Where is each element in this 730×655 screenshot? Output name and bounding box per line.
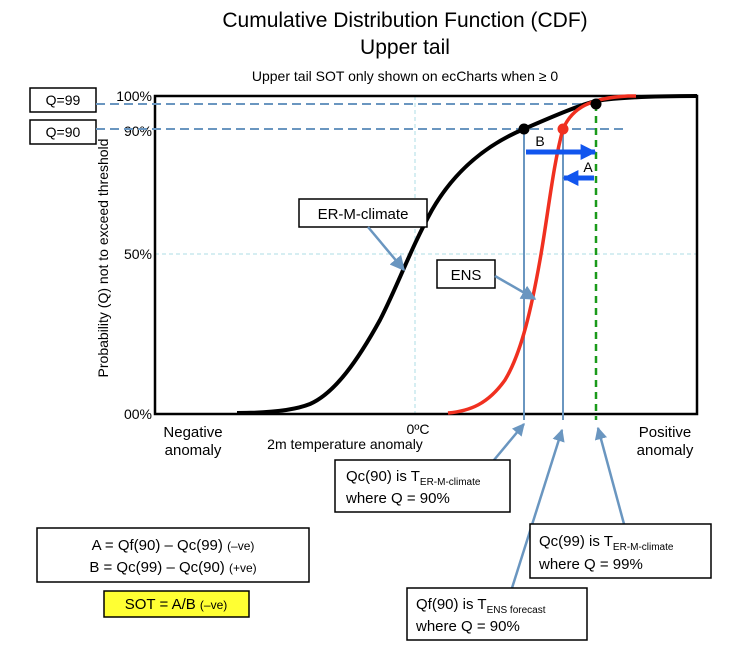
ens-pointer bbox=[494, 274, 537, 301]
x-axis-label: 2m temperature anomaly bbox=[267, 436, 423, 452]
qc90-callout-pointer bbox=[493, 423, 525, 461]
qc90-callout-line2: where Q = 90% bbox=[345, 490, 450, 507]
qc90-point bbox=[518, 123, 530, 135]
qc90-callout-box bbox=[334, 459, 511, 513]
y-tick-0: 00% bbox=[124, 406, 152, 422]
b-label: B bbox=[535, 133, 544, 149]
q90-box bbox=[29, 119, 97, 145]
diagram-note: Upper tail SOT only shown on ecCharts wh… bbox=[252, 68, 558, 84]
diagram-title: Cumulative Distribution Function (CDF) bbox=[222, 9, 587, 32]
y-tick-90: 90% bbox=[124, 123, 152, 139]
x-left-label-line1: Negative bbox=[163, 424, 222, 441]
qf90-point bbox=[557, 123, 569, 135]
y-tick-100: 100% bbox=[116, 88, 152, 104]
qc99-callout-pointer bbox=[594, 426, 626, 525]
qc99-callout-box bbox=[529, 523, 712, 579]
sot-formula: SOT = A/B (–ve) bbox=[125, 596, 228, 613]
formula-box bbox=[36, 527, 310, 583]
x-right-label-line2: anomaly bbox=[637, 442, 694, 459]
ens-label: ENS bbox=[451, 267, 482, 284]
sot-box bbox=[103, 590, 250, 618]
q90-label: Q=90 bbox=[46, 124, 81, 140]
qc99-callout-line2: where Q = 99% bbox=[538, 556, 643, 573]
y-tick-50: 50% bbox=[124, 246, 152, 262]
q99-box bbox=[29, 87, 97, 113]
y-axis-label: Probability (Q) not to exceed threshold bbox=[95, 139, 111, 378]
ens-cdf-curve bbox=[447, 94, 636, 415]
qf90-callout-pointer bbox=[510, 428, 565, 589]
diagram-subtitle: Upper tail bbox=[360, 36, 450, 59]
qf90-callout-line1: Qf(90) is TENS forecast bbox=[416, 596, 546, 616]
formula-a: A = Qf(90) – Qc(99) (–ve) bbox=[92, 537, 255, 554]
qf90-callout-box bbox=[406, 587, 588, 641]
x-tick-zero: 0ºC bbox=[406, 421, 429, 437]
climate-pointer bbox=[367, 226, 405, 272]
qc99-point bbox=[590, 98, 602, 110]
qc99-callout-line1: Qc(99) is TER-M-climate bbox=[539, 533, 674, 553]
qf90-callout-line2: where Q = 90% bbox=[415, 618, 520, 635]
x-left-label-line2: anomaly bbox=[165, 442, 222, 459]
x-right-label-line1: Positive bbox=[639, 424, 692, 441]
qc90-callout-line1: Qc(90) is TER-M-climate bbox=[346, 468, 481, 488]
q99-label: Q=99 bbox=[46, 92, 81, 108]
climate-label-box bbox=[298, 198, 428, 228]
a-label: A bbox=[583, 159, 593, 175]
plot-frame bbox=[153, 94, 699, 416]
climate-label: ER-M-climate bbox=[318, 206, 409, 223]
formula-b: B = Qc(99) – Qc(90) (+ve) bbox=[89, 559, 256, 576]
ens-label-box bbox=[436, 259, 496, 289]
